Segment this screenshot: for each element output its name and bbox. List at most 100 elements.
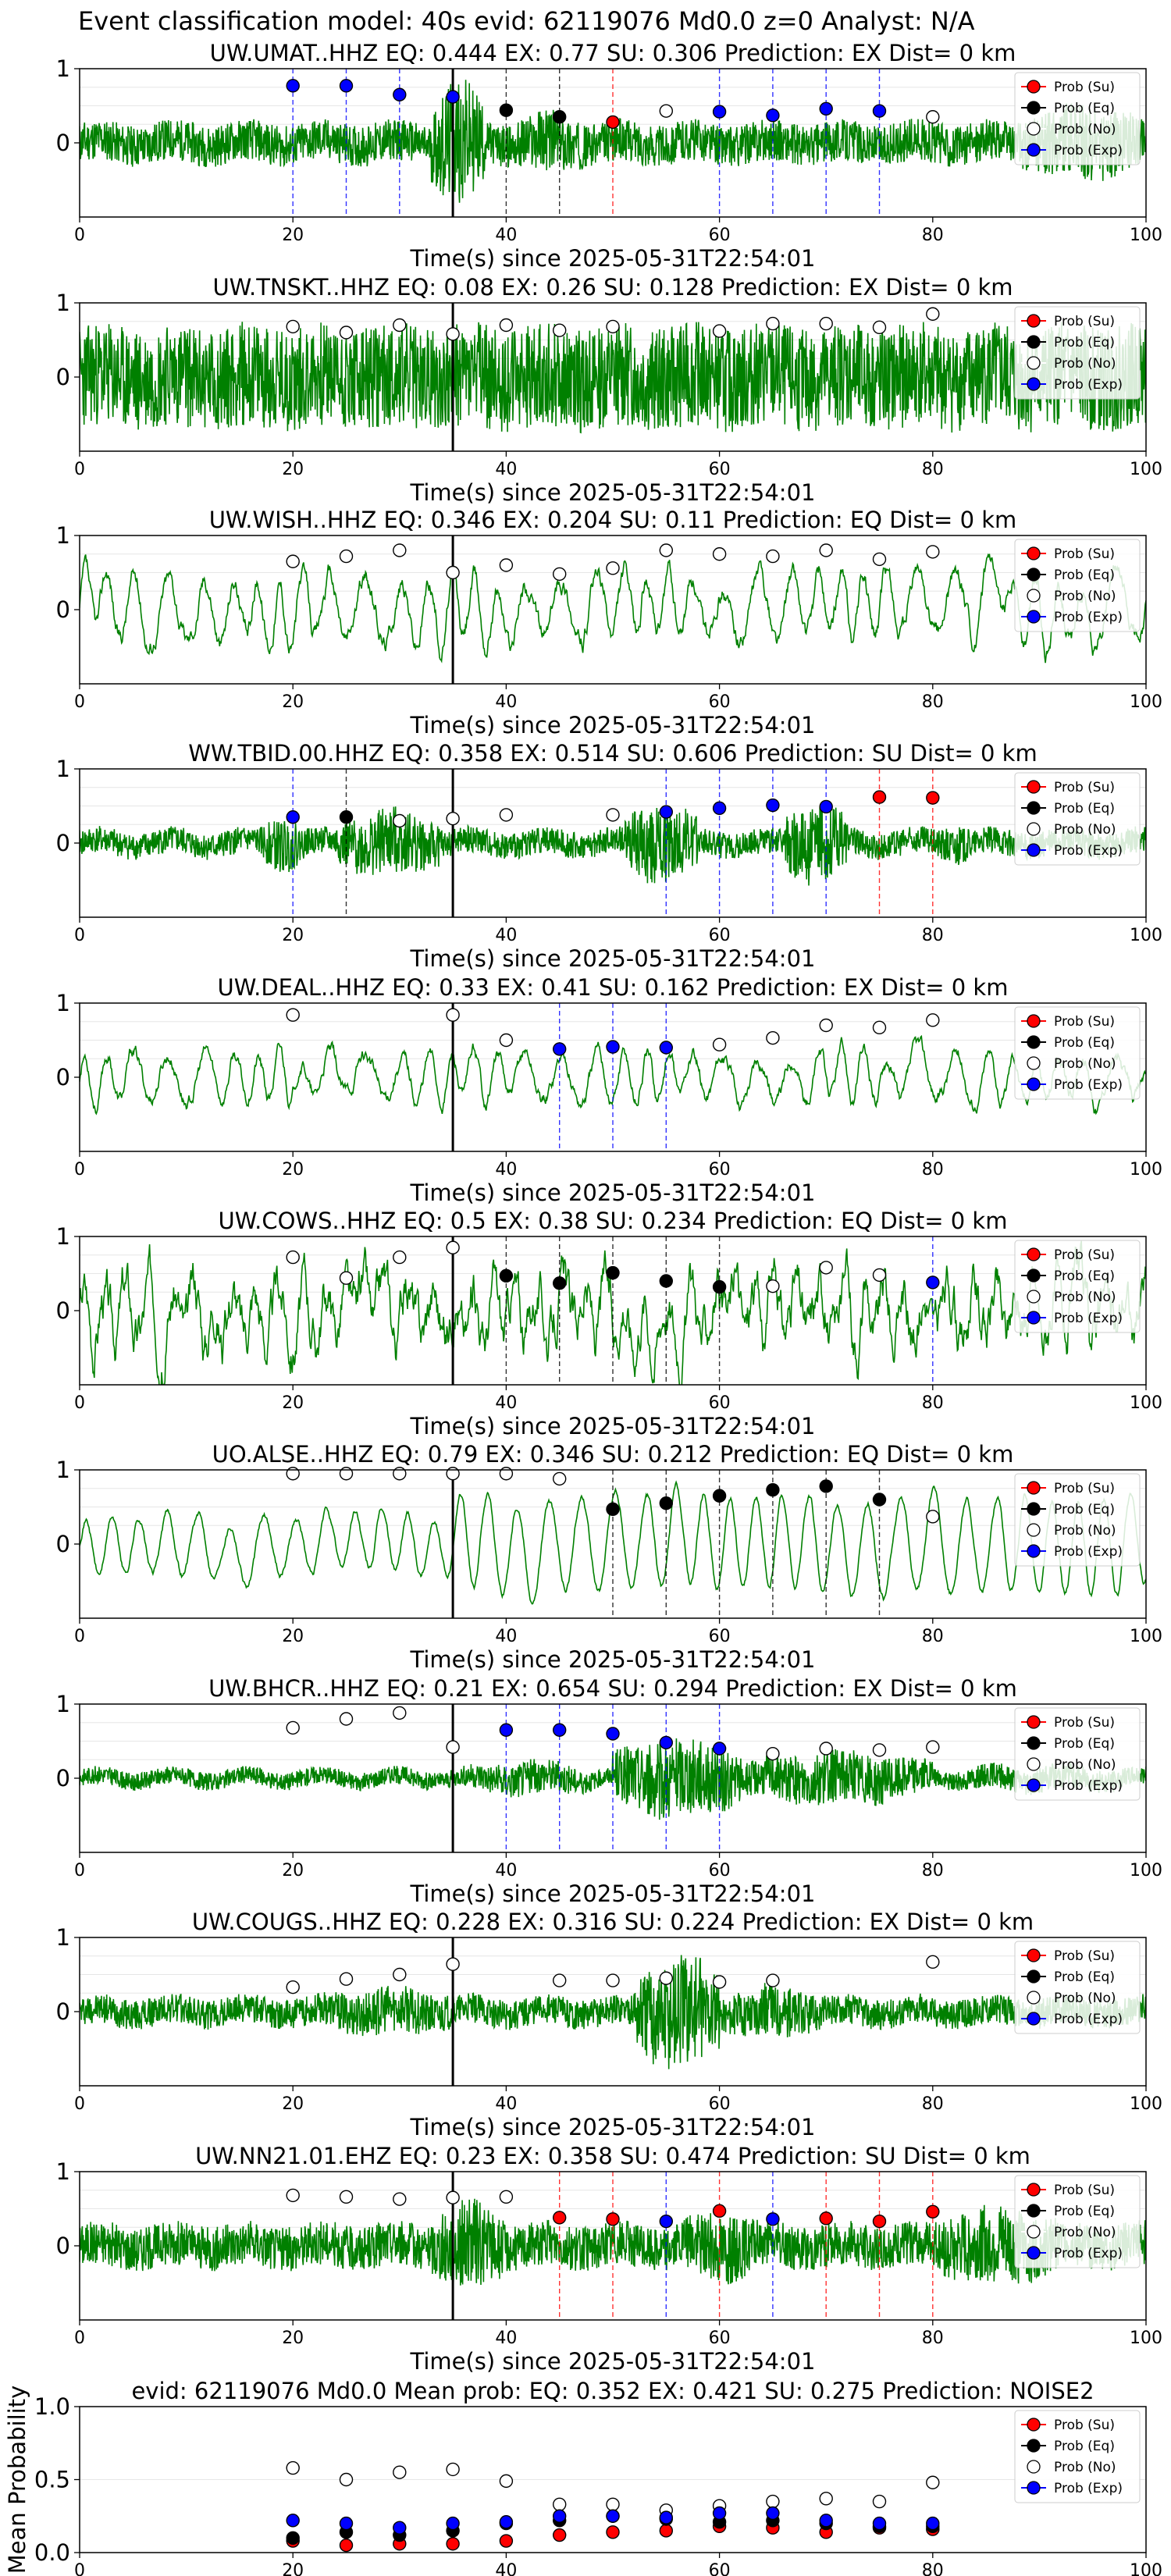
- prob-point-no: [659, 104, 673, 118]
- panel-title: UO.ALSE..HHZ EQ: 0.79 EX: 0.346 SU: 0.21…: [212, 1441, 1014, 1468]
- prob-point-no: [393, 318, 407, 333]
- legend-marker-exp: [1027, 1778, 1041, 1792]
- legend-label: Prob (Exp): [1054, 2481, 1123, 2496]
- legend-label: Prob (Eq): [1054, 1969, 1115, 1985]
- prob-point-exp: [712, 105, 727, 119]
- prob-point-no: [819, 1742, 833, 1756]
- prob-point-no: [286, 1467, 300, 1481]
- legend-marker-no: [1027, 1991, 1041, 2005]
- prob-point-no: [446, 811, 460, 826]
- x-tick-label: 60: [709, 2329, 731, 2348]
- prob-point-su: [553, 2211, 567, 2225]
- prob-point-no: [286, 319, 300, 334]
- prob-point-eq: [659, 1496, 673, 1510]
- legend-label: Prob (No): [1054, 2225, 1116, 2240]
- x-axis-label: Time(s) since 2025-05-31T22:54:01: [410, 245, 816, 272]
- panel-title: UW.COUGS..HHZ EQ: 0.228 EX: 0.316 SU: 0.…: [192, 1909, 1034, 1935]
- panel-title: UW.DEAL..HHZ EQ: 0.33 EX: 0.41 SU: 0.162…: [218, 974, 1009, 1001]
- mean-point-no: [499, 2474, 514, 2489]
- prob-point-no: [446, 327, 460, 341]
- prob-point-no: [393, 1467, 407, 1481]
- prob-point-exp: [606, 1040, 620, 1054]
- mean-point-no: [819, 2492, 833, 2506]
- legend-marker-su: [1027, 1481, 1041, 1495]
- prob-point-eq: [606, 1265, 620, 1280]
- legend: Prob (Su) Prob (Eq) Prob (No) Prob (Exp): [1014, 1240, 1141, 1333]
- legend-box: [1014, 1240, 1141, 1333]
- panel-title: evid: 62119076 Md0.0 Mean prob: EQ: 0.35…: [131, 2378, 1094, 2404]
- prob-point-exp: [499, 1723, 514, 1737]
- prob-point-su: [712, 2204, 727, 2218]
- mean-point-eq: [286, 2531, 300, 2546]
- prob-point-exp: [819, 799, 833, 814]
- panel-10: UW.NN21.01.EHZ EQ: 0.23 EX: 0.358 SU: 0.…: [56, 2143, 1162, 2375]
- x-tick-label: 20: [282, 2561, 304, 2576]
- prob-point-no: [553, 323, 567, 337]
- legend-marker-eq: [1027, 1268, 1041, 1283]
- mean-point-su: [339, 2538, 354, 2553]
- x-tick-label: 0: [74, 1393, 85, 1413]
- prob-point-exp: [286, 810, 300, 824]
- x-tick-label: 100: [1130, 226, 1162, 245]
- mean-point-exp: [659, 2510, 673, 2524]
- prob-point-no: [872, 1743, 887, 1757]
- page-title: Event classification model: 40s evid: 62…: [78, 6, 975, 36]
- prob-point-exp: [926, 1276, 940, 1290]
- panel-2: UW.TNSKT..HHZ EQ: 0.08 EX: 0.26 SU: 0.12…: [56, 274, 1162, 506]
- prob-point-no: [872, 552, 887, 567]
- prob-point-no: [766, 316, 780, 331]
- legend-label: Prob (Su): [1054, 780, 1115, 795]
- legend-marker-su: [1027, 1715, 1041, 1729]
- y-tick-label: 1: [56, 1691, 70, 1717]
- legend-label: Prob (No): [1054, 822, 1116, 838]
- x-tick-label: 100: [1130, 926, 1162, 945]
- legend: Prob (Su) Prob (Eq) Prob (No) Prob (Exp): [1014, 1473, 1141, 1567]
- panel-4: WW.TBID.00.HHZ EQ: 0.358 EX: 0.514 SU: 0…: [56, 740, 1162, 972]
- legend-box: [1014, 2175, 1141, 2268]
- y-tick-label: 0: [56, 596, 70, 623]
- legend-marker-exp: [1027, 2012, 1041, 2026]
- y-tick-label: 1: [56, 2158, 70, 2185]
- prob-point-exp: [766, 798, 780, 813]
- x-tick-label: 0: [74, 1627, 85, 1646]
- prob-point-no: [606, 1973, 620, 1987]
- x-tick-label: 0: [74, 2561, 85, 2576]
- x-tick-label: 40: [495, 2094, 517, 2114]
- prob-point-eq: [499, 103, 514, 117]
- prob-point-su: [606, 115, 620, 130]
- legend-marker-su: [1027, 546, 1041, 560]
- prob-point-no: [819, 543, 833, 557]
- prob-point-eq: [766, 1482, 780, 1497]
- x-tick-label: 20: [282, 1861, 304, 1880]
- prob-point-no: [712, 1975, 727, 1989]
- prob-point-su: [872, 790, 887, 804]
- y-tick-label: 0: [56, 1531, 70, 1557]
- x-tick-label: 100: [1130, 2329, 1162, 2348]
- y-tick-label: 0: [56, 1998, 70, 2025]
- panel-9: UW.COUGS..HHZ EQ: 0.228 EX: 0.316 SU: 0.…: [56, 1909, 1162, 2140]
- prob-point-no: [499, 2190, 514, 2204]
- x-tick-label: 80: [922, 2561, 944, 2576]
- mean-point-exp: [819, 2514, 833, 2528]
- legend-label: Prob (Su): [1054, 546, 1115, 562]
- prob-point-no: [286, 554, 300, 568]
- prob-point-no: [339, 1712, 354, 1726]
- y-tick-label: 0.0: [34, 2539, 70, 2566]
- y-tick-label: 1: [56, 1457, 70, 1483]
- x-tick-label: 80: [922, 226, 944, 245]
- mean-point-exp: [553, 2509, 567, 2523]
- legend-marker-su: [1027, 780, 1041, 794]
- x-tick-label: 60: [709, 2094, 731, 2114]
- legend-label: Prob (No): [1054, 589, 1116, 604]
- legend-label: Prob (No): [1054, 122, 1116, 137]
- prob-point-no: [393, 1250, 407, 1265]
- legend-label: Prob (Eq): [1054, 568, 1115, 583]
- legend-box: [1014, 306, 1141, 400]
- prob-point-no: [393, 1967, 407, 1982]
- y-tick-label: 0.5: [34, 2467, 70, 2493]
- prob-point-no: [926, 110, 940, 124]
- x-axis-label: Time(s) since 2025-05-31T22:54:01: [410, 1880, 816, 1907]
- legend-marker-exp: [1027, 1544, 1041, 1558]
- legend: Prob (Su) Prob (Eq) Prob (No) Prob (Exp): [1014, 2410, 1141, 2503]
- legend-box: [1014, 772, 1141, 866]
